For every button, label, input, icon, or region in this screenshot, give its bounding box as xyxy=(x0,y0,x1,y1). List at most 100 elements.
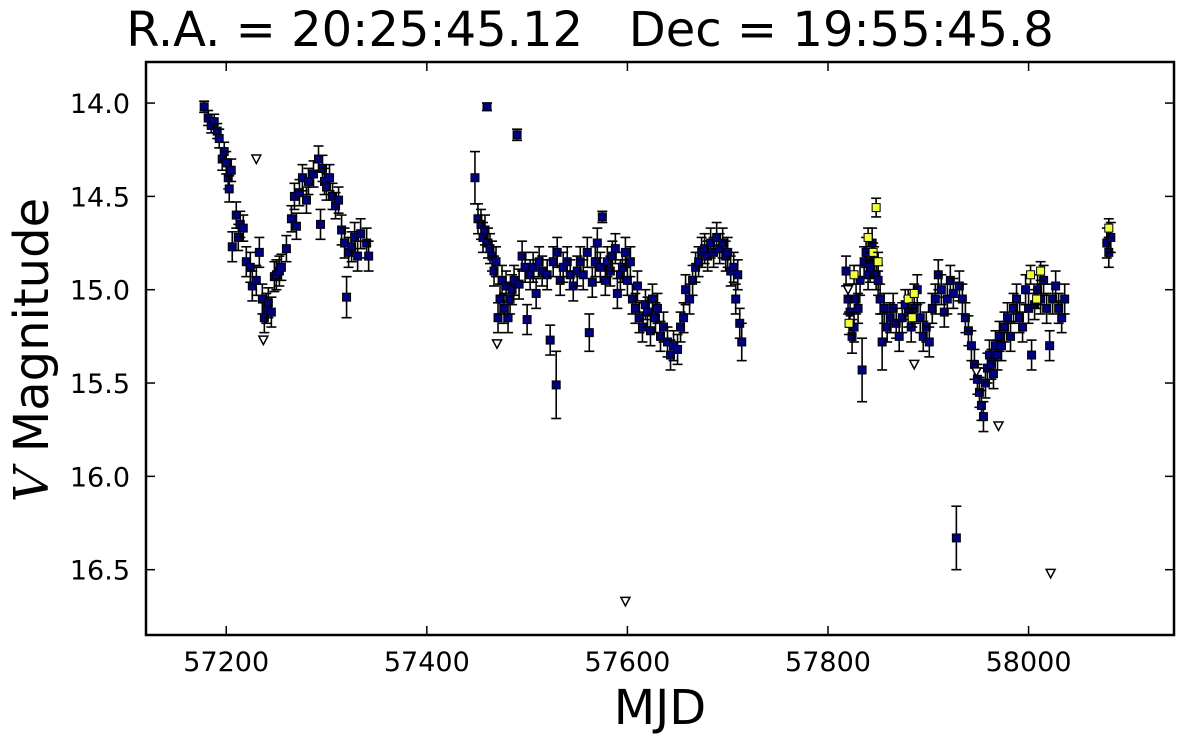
data-point xyxy=(930,294,940,304)
data-point xyxy=(489,266,499,276)
data-point xyxy=(645,326,655,336)
data-point xyxy=(592,238,602,248)
data-point xyxy=(254,247,264,257)
data-point xyxy=(291,221,301,231)
data-point xyxy=(347,242,357,252)
data-point xyxy=(522,315,532,325)
data-point xyxy=(873,275,883,285)
data-point xyxy=(1051,281,1061,291)
data-point xyxy=(1006,331,1016,341)
data-point xyxy=(630,303,640,313)
data-point xyxy=(1021,285,1031,295)
data-point xyxy=(974,387,984,397)
data-point xyxy=(882,322,892,332)
y-tick-label: 15.0 xyxy=(70,276,130,307)
y-tick-label: 14.0 xyxy=(70,89,130,120)
data-point xyxy=(622,275,632,285)
data-point xyxy=(314,154,324,164)
data-point xyxy=(994,331,1004,341)
data-point xyxy=(871,203,881,213)
data-point xyxy=(263,298,273,308)
data-point xyxy=(951,533,961,543)
data-point xyxy=(480,225,490,235)
x-tick-label: 58000 xyxy=(986,647,1072,678)
data-point xyxy=(945,275,955,285)
plot-frame xyxy=(144,60,1176,637)
data-point xyxy=(679,313,689,323)
data-point xyxy=(325,173,335,183)
data-point xyxy=(627,294,637,304)
data-point xyxy=(1060,294,1070,304)
data-point xyxy=(209,117,219,127)
data-point xyxy=(729,262,739,272)
data-point xyxy=(939,307,949,317)
data-point xyxy=(353,251,363,261)
data-point xyxy=(276,262,286,272)
data-point xyxy=(337,225,347,235)
data-point xyxy=(1104,223,1114,233)
data-point xyxy=(495,294,505,304)
data-point xyxy=(873,257,883,267)
upper-limit-marker xyxy=(842,284,854,296)
data-point xyxy=(555,275,565,285)
y-axis-label-text: Magnitude xyxy=(4,197,60,468)
data-point xyxy=(1057,313,1067,323)
data-point xyxy=(226,165,236,175)
data-point xyxy=(885,313,895,323)
data-point xyxy=(879,303,889,313)
data-point xyxy=(634,313,644,323)
data-point xyxy=(706,238,716,248)
data-point xyxy=(681,285,691,295)
data-point xyxy=(595,262,605,272)
data-point xyxy=(1048,294,1058,304)
data-point xyxy=(903,294,913,304)
data-point xyxy=(578,270,588,280)
y-axis-variable: V xyxy=(4,467,60,503)
data-point xyxy=(364,251,374,261)
data-point xyxy=(1012,294,1022,304)
data-point xyxy=(531,288,541,298)
data-point xyxy=(685,294,695,304)
data-point xyxy=(245,262,255,272)
data-point xyxy=(894,331,904,341)
data-point xyxy=(294,188,304,198)
data-point xyxy=(918,331,928,341)
data-point xyxy=(316,219,326,229)
data-point xyxy=(308,169,318,179)
upper-limit-marker xyxy=(908,359,920,371)
data-point xyxy=(342,292,352,302)
data-point xyxy=(957,294,967,304)
data-point xyxy=(281,244,291,254)
data-point xyxy=(1036,266,1046,276)
x-tick-label: 57600 xyxy=(584,647,670,678)
data-point xyxy=(266,307,276,317)
data-point xyxy=(582,247,592,257)
data-point xyxy=(718,238,728,248)
data-point xyxy=(482,102,492,112)
data-point xyxy=(1045,341,1055,351)
data-point xyxy=(907,313,917,323)
data-point xyxy=(503,313,513,323)
x-tick-label: 57400 xyxy=(384,647,470,678)
data-point xyxy=(493,313,503,323)
data-point xyxy=(841,266,851,276)
data-point xyxy=(238,223,248,233)
data-point xyxy=(334,195,344,205)
data-point xyxy=(542,270,552,280)
data-point xyxy=(849,270,859,280)
data-point xyxy=(602,257,612,267)
axis-ticks: 57200 57400 57600 57800 58000 14.0 14.5 15.0 15.… xyxy=(70,62,1174,678)
upper-limit-marker xyxy=(1044,568,1057,580)
data-point xyxy=(656,331,666,341)
y-tick-label: 15.5 xyxy=(70,369,130,400)
data-point xyxy=(562,257,572,267)
data-point xyxy=(924,337,934,347)
data-point xyxy=(470,173,480,183)
data-point xyxy=(1015,313,1025,323)
upper-limit-marker xyxy=(619,596,632,608)
data-point xyxy=(978,412,988,422)
data-point xyxy=(548,257,558,267)
y-tick-label: 14.5 xyxy=(70,182,130,213)
data-point xyxy=(520,262,530,272)
data-point xyxy=(863,232,873,242)
